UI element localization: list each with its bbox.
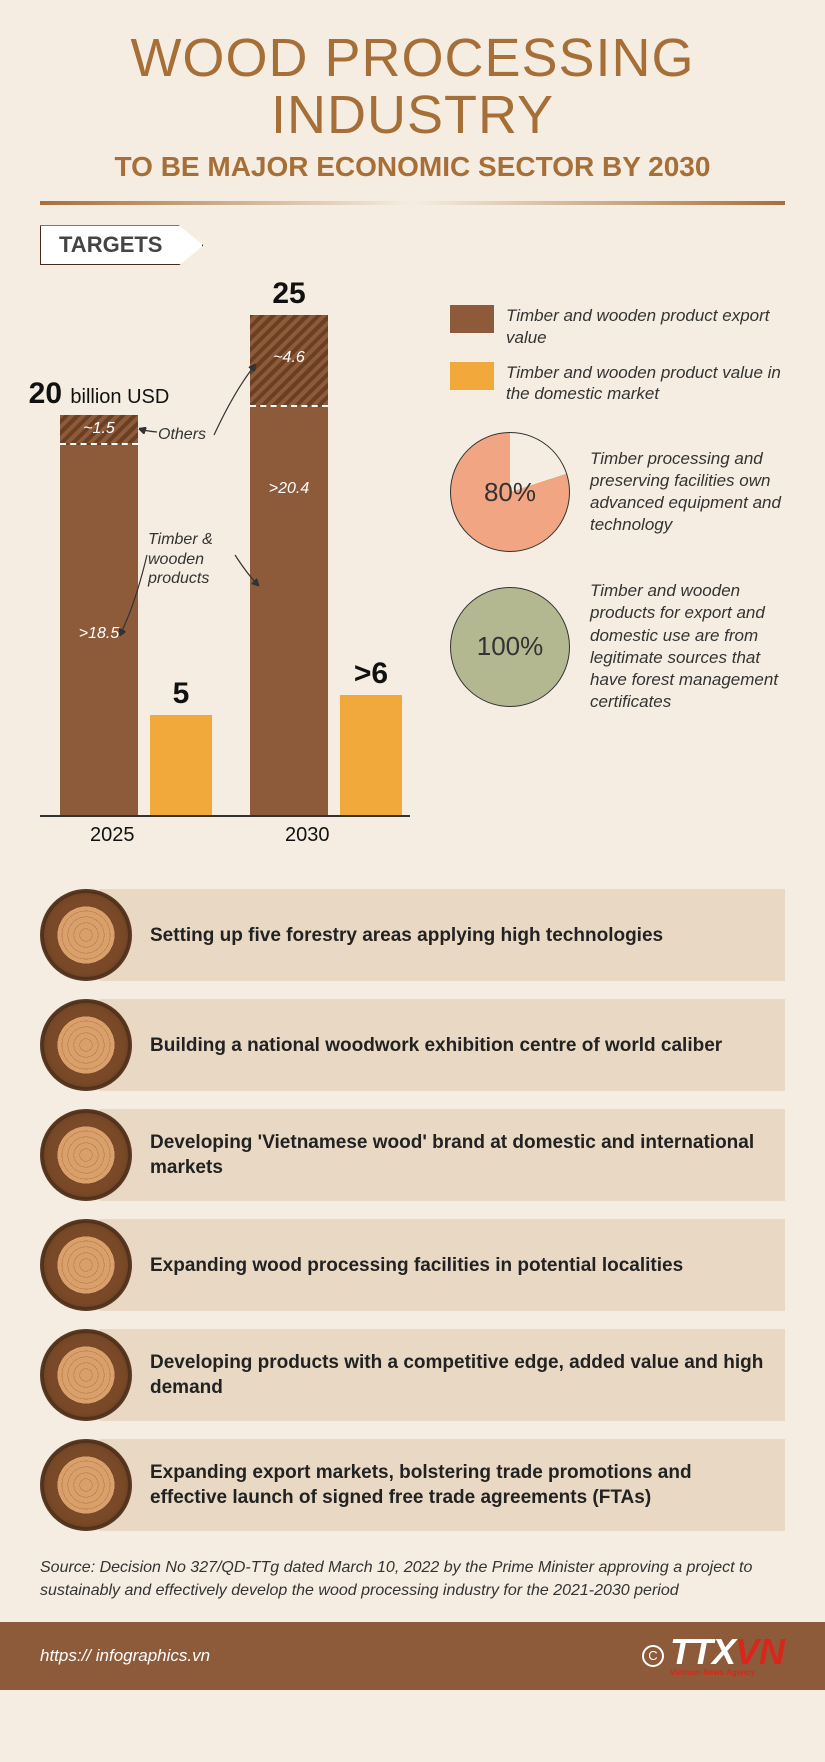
stat-100-text: Timber and wooden products for export an…	[590, 580, 785, 713]
stat-80: 80% Timber processing and preserving fac…	[450, 432, 785, 552]
bullet-text: Expanding export markets, bolstering tra…	[150, 1460, 765, 1511]
bullet-item: Building a national woodwork exhibition …	[40, 999, 785, 1091]
subtitle: TO BE MAJOR ECONOMIC SECTOR BY 2030	[40, 151, 785, 183]
targets-badge: TARGETS	[40, 225, 203, 265]
copyright-icon: C	[642, 1645, 664, 1667]
stat-100: 100% Timber and wooden products for expo…	[450, 580, 785, 713]
wood-log-icon	[40, 1109, 132, 1201]
chart-area: 20 billion USD ~1.5 >18.5 5	[40, 295, 785, 855]
bullet-text: Setting up five forestry areas applying …	[150, 923, 663, 949]
wood-log-icon	[40, 1329, 132, 1421]
bullet-item: Expanding export markets, bolstering tra…	[40, 1439, 785, 1531]
bullet-text: Developing products with a competitive e…	[150, 1350, 765, 1401]
gradient-divider	[40, 201, 785, 205]
bullet-list: Setting up five forestry areas applying …	[40, 889, 785, 1531]
bullet-text: Building a national woodwork exhibition …	[150, 1033, 722, 1059]
logo-vn: VN	[735, 1631, 785, 1672]
legend-swatch-export	[450, 305, 494, 333]
wood-log-icon	[40, 1439, 132, 1531]
pie-100-pct: 100%	[477, 631, 544, 662]
bullet-text: Expanding wood processing facilities in …	[150, 1253, 683, 1279]
legend-export: Timber and wooden product export value	[450, 305, 785, 348]
wood-log-icon	[40, 1219, 132, 1311]
bullet-item: Developing 'Vietnamese wood' brand at do…	[40, 1109, 785, 1201]
legend-and-stats: Timber and wooden product export value T…	[450, 295, 785, 713]
bullet-item: Developing products with a competitive e…	[40, 1329, 785, 1421]
legend-swatch-domestic	[450, 362, 494, 390]
logo-ttx: TTX	[670, 1631, 735, 1672]
wood-log-icon	[40, 999, 132, 1091]
legend-domestic: Timber and wooden product value in the d…	[450, 362, 785, 405]
pie-80-pct: 80%	[484, 477, 536, 508]
bullet-item: Setting up five forestry areas applying …	[40, 889, 785, 981]
source-text: Source: Decision No 327/QD-TTg dated Mar…	[40, 1557, 785, 1602]
footer-logo: C TTXVN Vietnam News Agency	[642, 1636, 785, 1676]
footer: https:// infographics.vn C TTXVN Vietnam…	[0, 1622, 825, 1690]
title-line2: INDUSTRY	[271, 85, 554, 145]
bullet-item: Expanding wood processing facilities in …	[40, 1219, 785, 1311]
pie-80-icon: 80%	[450, 432, 570, 552]
annotation-arrows	[40, 295, 420, 855]
pie-100-icon: 100%	[450, 587, 570, 707]
footer-url: https:// infographics.vn	[40, 1646, 210, 1666]
legend-export-text: Timber and wooden product export value	[506, 305, 785, 348]
title: WOOD PROCESSING INDUSTRY	[40, 30, 785, 143]
bullet-text: Developing 'Vietnamese wood' brand at do…	[150, 1130, 765, 1181]
wood-log-icon	[40, 889, 132, 981]
title-line1: WOOD PROCESSING	[130, 28, 694, 88]
bar-chart: 20 billion USD ~1.5 >18.5 5	[40, 295, 420, 855]
legend-domestic-text: Timber and wooden product value in the d…	[506, 362, 785, 405]
stat-80-text: Timber processing and preserving facilit…	[590, 448, 785, 536]
